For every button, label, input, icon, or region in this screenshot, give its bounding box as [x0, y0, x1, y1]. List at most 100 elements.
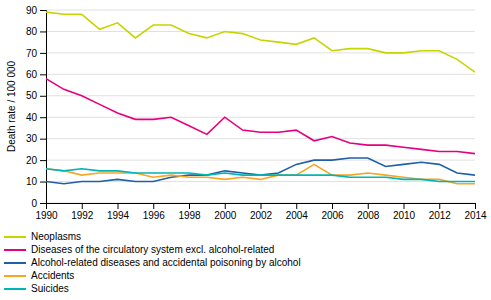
- tick-label: 20: [26, 155, 38, 166]
- tick-mark: [40, 31, 46, 32]
- tick: 2002: [250, 203, 273, 221]
- tick: 60: [26, 69, 46, 80]
- grid-line: [46, 10, 475, 11]
- tick: 2008: [357, 203, 380, 221]
- tick-mark: [40, 203, 46, 204]
- tick-mark: [189, 203, 190, 209]
- tick-label: 2002: [250, 210, 273, 221]
- tick: 2004: [286, 203, 309, 221]
- tick-label: 1998: [178, 210, 201, 221]
- tick-label: 2008: [357, 210, 380, 221]
- series-line: [46, 79, 475, 154]
- legend-swatch: [4, 288, 26, 290]
- tick: 2010: [393, 203, 416, 221]
- tick: 2012: [429, 203, 452, 221]
- tick-mark: [296, 203, 297, 209]
- tick: 20: [26, 155, 46, 166]
- tick: 90: [26, 5, 46, 16]
- tick-mark: [40, 96, 46, 97]
- tick-label: 40: [26, 112, 38, 123]
- x-axis: 1990 1992 1994 1996 1998 2000 2002 2004 2006 2008…: [35, 203, 487, 221]
- tick: 70: [26, 48, 46, 59]
- tick-label: 2000: [214, 210, 237, 221]
- tick-mark: [153, 203, 154, 209]
- tick: 2006: [321, 203, 344, 221]
- tick-label: 50: [26, 90, 38, 101]
- legend-item: Neoplasms: [4, 231, 81, 242]
- grid: [46, 10, 475, 203]
- tick-label: 1994: [107, 210, 130, 221]
- tick-label: 90: [26, 5, 38, 16]
- legend-swatch: [4, 249, 26, 251]
- grid-line: [46, 138, 475, 139]
- legend-item: Diseases of the circulatory system excl.…: [4, 244, 274, 255]
- tick-mark: [40, 139, 46, 140]
- legend-label: Accidents: [31, 270, 74, 281]
- tick-mark: [404, 203, 405, 209]
- tick-mark: [225, 203, 226, 209]
- plot: 1990199219941996199820002002200420062008…: [26, 5, 487, 221]
- tick-mark: [40, 117, 46, 118]
- tick-mark: [439, 203, 440, 209]
- tick: 0: [31, 198, 46, 209]
- legend-label: Diseases of the circulatory system excl.…: [31, 244, 274, 255]
- tick: 1990: [35, 203, 58, 221]
- tick-mark: [332, 203, 333, 209]
- tick-mark: [40, 74, 46, 75]
- tick-mark: [261, 203, 262, 209]
- tick-label: 2004: [286, 210, 309, 221]
- tick: 50: [26, 90, 46, 101]
- series-line: [46, 158, 475, 184]
- tick-label: 80: [26, 26, 38, 37]
- series-line: [46, 164, 475, 183]
- tick-label: 2012: [429, 210, 452, 221]
- tick-label: 1996: [143, 210, 166, 221]
- tick: 10: [26, 176, 46, 187]
- series-line: [46, 169, 475, 182]
- legend-item: Alcohol-related diseases and accidental …: [4, 257, 301, 268]
- y-axis: 0 10 20 30 40 50 60 70 80 90: [26, 5, 47, 209]
- tick: 1998: [178, 203, 201, 221]
- tick: 30: [26, 133, 46, 144]
- legend: Neoplasms Diseases of the circulatory sys…: [4, 231, 301, 294]
- tick-mark: [118, 203, 119, 209]
- legend-item: Suicides: [4, 283, 69, 294]
- tick: 1992: [71, 203, 94, 221]
- tick-mark: [368, 203, 369, 209]
- legend-label: Neoplasms: [31, 231, 81, 242]
- grid-line: [46, 74, 475, 75]
- tick: 80: [26, 26, 46, 37]
- tick: 1994: [107, 203, 130, 221]
- tick-label: 1992: [71, 210, 94, 221]
- grid-line: [46, 31, 475, 32]
- grid-line: [46, 95, 475, 96]
- legend-label: Alcohol-related diseases and accidental …: [31, 257, 301, 268]
- series-line: [46, 12, 475, 72]
- tick-label: 2006: [321, 210, 344, 221]
- tick-label: 10: [26, 176, 38, 187]
- legend-label: Suicides: [31, 283, 69, 294]
- tick: 40: [26, 112, 46, 123]
- tick-mark: [40, 10, 46, 11]
- grid-line: [46, 160, 475, 161]
- legend-swatch: [4, 275, 26, 277]
- tick-mark: [40, 53, 46, 54]
- chart: 1990199219941996199820002002200420062008…: [0, 0, 491, 300]
- tick-label: 30: [26, 133, 38, 144]
- axis-line: [47, 204, 476, 210]
- tick-mark: [40, 160, 46, 161]
- grid-line: [46, 117, 475, 118]
- tick-label: 2014: [464, 210, 487, 221]
- tick-mark: [475, 203, 476, 209]
- tick-mark: [40, 182, 46, 183]
- legend-item: Accidents: [4, 270, 74, 281]
- lines: [46, 12, 475, 184]
- tick-label: 60: [26, 69, 38, 80]
- tick-label: 2010: [393, 210, 416, 221]
- axis-line: [40, 11, 47, 204]
- tick-label: 0: [31, 198, 37, 209]
- y-axis-title: Death rate / 100 000: [6, 60, 17, 152]
- legend-swatch: [4, 262, 26, 264]
- tick: 2000: [214, 203, 237, 221]
- tick: 1996: [143, 203, 166, 221]
